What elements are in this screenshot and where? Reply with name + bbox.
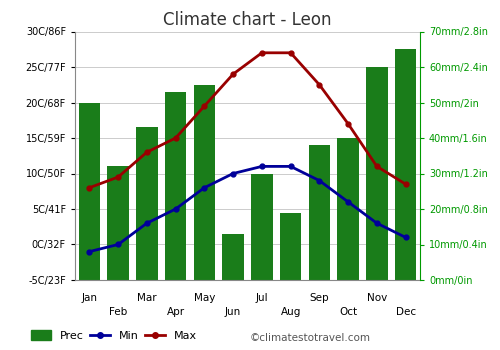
Text: Oct: Oct bbox=[339, 307, 357, 317]
Bar bbox=[280, 212, 301, 280]
Text: Jun: Jun bbox=[225, 307, 241, 317]
Text: Feb: Feb bbox=[109, 307, 127, 317]
Text: Jan: Jan bbox=[82, 293, 98, 303]
Text: Nov: Nov bbox=[367, 293, 387, 303]
Text: Dec: Dec bbox=[396, 307, 415, 317]
Bar bbox=[165, 92, 186, 280]
Bar bbox=[108, 166, 129, 280]
Bar bbox=[366, 67, 388, 280]
Bar bbox=[395, 49, 416, 280]
Text: ©climatestotravel.com: ©climatestotravel.com bbox=[250, 333, 371, 343]
Bar bbox=[251, 174, 272, 280]
Text: Aug: Aug bbox=[280, 307, 301, 317]
Bar bbox=[338, 138, 359, 280]
Text: May: May bbox=[194, 293, 215, 303]
Text: Mar: Mar bbox=[137, 293, 156, 303]
Text: Jul: Jul bbox=[256, 293, 268, 303]
Bar bbox=[136, 127, 158, 280]
Legend: Prec, Min, Max: Prec, Min, Max bbox=[30, 330, 198, 341]
Bar bbox=[194, 85, 215, 280]
Bar bbox=[222, 234, 244, 280]
Title: Climate chart - Leon: Climate chart - Leon bbox=[163, 10, 332, 29]
Bar bbox=[78, 103, 100, 280]
Bar bbox=[308, 145, 330, 280]
Text: Sep: Sep bbox=[310, 293, 329, 303]
Text: Apr: Apr bbox=[166, 307, 184, 317]
